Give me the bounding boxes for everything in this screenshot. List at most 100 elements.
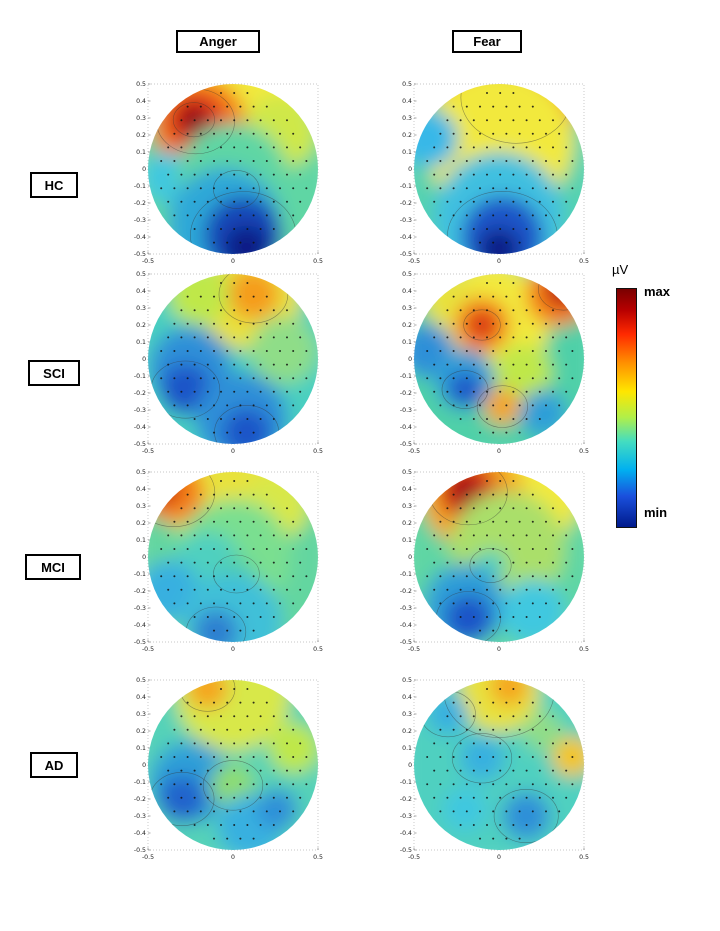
svg-text:-0.1: -0.1 [134, 779, 146, 786]
svg-text:-0.5: -0.5 [134, 251, 146, 258]
svg-text:0: 0 [231, 258, 235, 265]
svg-text:0.5: 0.5 [579, 646, 589, 653]
svg-text:-0.2: -0.2 [134, 588, 146, 595]
svg-text:0.4: 0.4 [402, 486, 412, 493]
svg-text:0: 0 [497, 258, 501, 265]
row-label-mci: MCI [25, 554, 81, 580]
svg-text:0.4: 0.4 [402, 288, 412, 295]
svg-text:0: 0 [408, 762, 412, 769]
svg-text:0.5: 0.5 [579, 258, 589, 265]
svg-text:-0.3: -0.3 [400, 813, 412, 820]
topoplot-ad-anger: 0.5 0.4 0.3 0.2 0.1 0 -0.1 -0.2 -0.3 -0.4 -0.5 -0.5… [120, 674, 326, 862]
svg-text:-0.2: -0.2 [400, 390, 412, 397]
svg-text:0.2: 0.2 [402, 728, 412, 735]
topoplot-sci-fear: 0.5 0.4 0.3 0.2 0.1 0 -0.1 -0.2 -0.3 -0.4 -0.5 -0.5… [386, 268, 592, 456]
svg-text:0.4: 0.4 [402, 98, 412, 105]
svg-text:-0.3: -0.3 [400, 605, 412, 612]
svg-text:0.1: 0.1 [402, 339, 412, 346]
topoplot-hc-fear: 0.5 0.4 0.3 0.2 0.1 0 -0.1 -0.2 -0.3 -0.4 -0.5 -0.5… [386, 78, 592, 266]
svg-text:0.4: 0.4 [136, 98, 146, 105]
svg-text:-0.3: -0.3 [134, 217, 146, 224]
svg-text:0.1: 0.1 [136, 745, 146, 752]
svg-text:0: 0 [408, 554, 412, 561]
svg-text:-0.4: -0.4 [134, 622, 146, 629]
svg-text:-0.1: -0.1 [400, 373, 412, 380]
svg-text:0.1: 0.1 [402, 745, 412, 752]
svg-text:0.5: 0.5 [579, 854, 589, 861]
svg-text:0: 0 [497, 854, 501, 861]
svg-text:0.5: 0.5 [313, 646, 323, 653]
svg-text:0.5: 0.5 [402, 677, 412, 684]
svg-text:0.3: 0.3 [136, 305, 146, 312]
svg-text:-0.5: -0.5 [142, 258, 154, 265]
svg-text:0.2: 0.2 [136, 728, 146, 735]
svg-text:0.5: 0.5 [136, 469, 146, 476]
svg-text:-0.4: -0.4 [400, 234, 412, 241]
svg-text:0.2: 0.2 [136, 520, 146, 527]
svg-text:-0.2: -0.2 [400, 588, 412, 595]
svg-text:-0.2: -0.2 [134, 200, 146, 207]
colorbar-unit-label: µV [612, 262, 629, 277]
svg-text:-0.5: -0.5 [142, 646, 154, 653]
svg-text:0.5: 0.5 [313, 448, 323, 455]
svg-text:0.3: 0.3 [136, 711, 146, 718]
svg-text:0.5: 0.5 [136, 677, 146, 684]
svg-text:-0.1: -0.1 [134, 571, 146, 578]
topoplot-sci-anger: 0.5 0.4 0.3 0.2 0.1 0 -0.1 -0.2 -0.3 -0.4 -0.5 -0.5… [120, 268, 326, 456]
svg-text:0.2: 0.2 [402, 520, 412, 527]
svg-text:-0.4: -0.4 [134, 830, 146, 837]
svg-text:0.1: 0.1 [136, 537, 146, 544]
svg-text:0.1: 0.1 [136, 149, 146, 156]
svg-text:-0.1: -0.1 [400, 779, 412, 786]
svg-text:0.5: 0.5 [313, 854, 323, 861]
svg-text:0.4: 0.4 [136, 694, 146, 701]
svg-text:0.1: 0.1 [136, 339, 146, 346]
svg-text:0: 0 [497, 646, 501, 653]
svg-text:-0.5: -0.5 [400, 639, 412, 646]
svg-text:-0.4: -0.4 [134, 424, 146, 431]
svg-text:0.5: 0.5 [136, 271, 146, 278]
topoplot-mci-anger: 0.5 0.4 0.3 0.2 0.1 0 -0.1 -0.2 -0.3 -0.4 -0.5 -0.5… [120, 466, 326, 654]
svg-text:0.3: 0.3 [136, 503, 146, 510]
svg-text:-0.5: -0.5 [142, 448, 154, 455]
svg-text:-0.3: -0.3 [134, 813, 146, 820]
svg-text:0.3: 0.3 [402, 115, 412, 122]
colorbar-min-label: min [644, 505, 668, 520]
topoplot-mci-fear: 0.5 0.4 0.3 0.2 0.1 0 -0.1 -0.2 -0.3 -0.4 -0.5 -0.5… [386, 466, 592, 654]
row-label-hc: HC [30, 172, 78, 198]
svg-text:-0.5: -0.5 [400, 847, 412, 854]
topoplot-hc-anger: 0.5 0.4 0.3 0.2 0.1 0 -0.1 -0.2 -0.3 -0.4 -0.5 -0.5… [120, 78, 326, 266]
svg-text:0.2: 0.2 [402, 322, 412, 329]
svg-text:-0.1: -0.1 [400, 183, 412, 190]
svg-text:-0.2: -0.2 [134, 390, 146, 397]
svg-text:0: 0 [142, 554, 146, 561]
svg-text:0.5: 0.5 [136, 81, 146, 88]
svg-text:-0.5: -0.5 [142, 854, 154, 861]
svg-text:0: 0 [408, 356, 412, 363]
topoplot-ad-fear: 0.5 0.4 0.3 0.2 0.1 0 -0.1 -0.2 -0.3 -0.4 -0.5 -0.5… [386, 674, 592, 862]
svg-text:-0.5: -0.5 [408, 854, 420, 861]
svg-text:0.5: 0.5 [402, 469, 412, 476]
svg-text:-0.5: -0.5 [408, 448, 420, 455]
svg-text:-0.5: -0.5 [134, 847, 146, 854]
svg-text:0.5: 0.5 [579, 448, 589, 455]
svg-text:0: 0 [231, 854, 235, 861]
svg-text:0.5: 0.5 [402, 81, 412, 88]
svg-text:-0.5: -0.5 [134, 639, 146, 646]
svg-text:0: 0 [142, 356, 146, 363]
svg-text:-0.5: -0.5 [408, 646, 420, 653]
svg-text:0: 0 [142, 762, 146, 769]
svg-text:-0.4: -0.4 [134, 234, 146, 241]
column-header-anger: Anger [176, 30, 260, 53]
svg-text:-0.2: -0.2 [400, 200, 412, 207]
svg-text:-0.3: -0.3 [134, 605, 146, 612]
svg-text:0.3: 0.3 [402, 503, 412, 510]
svg-text:0.3: 0.3 [402, 711, 412, 718]
svg-text:0.5: 0.5 [402, 271, 412, 278]
svg-text:0.2: 0.2 [136, 132, 146, 139]
svg-text:0: 0 [231, 646, 235, 653]
svg-text:-0.5: -0.5 [400, 441, 412, 448]
svg-text:-0.4: -0.4 [400, 622, 412, 629]
svg-text:0.4: 0.4 [402, 694, 412, 701]
